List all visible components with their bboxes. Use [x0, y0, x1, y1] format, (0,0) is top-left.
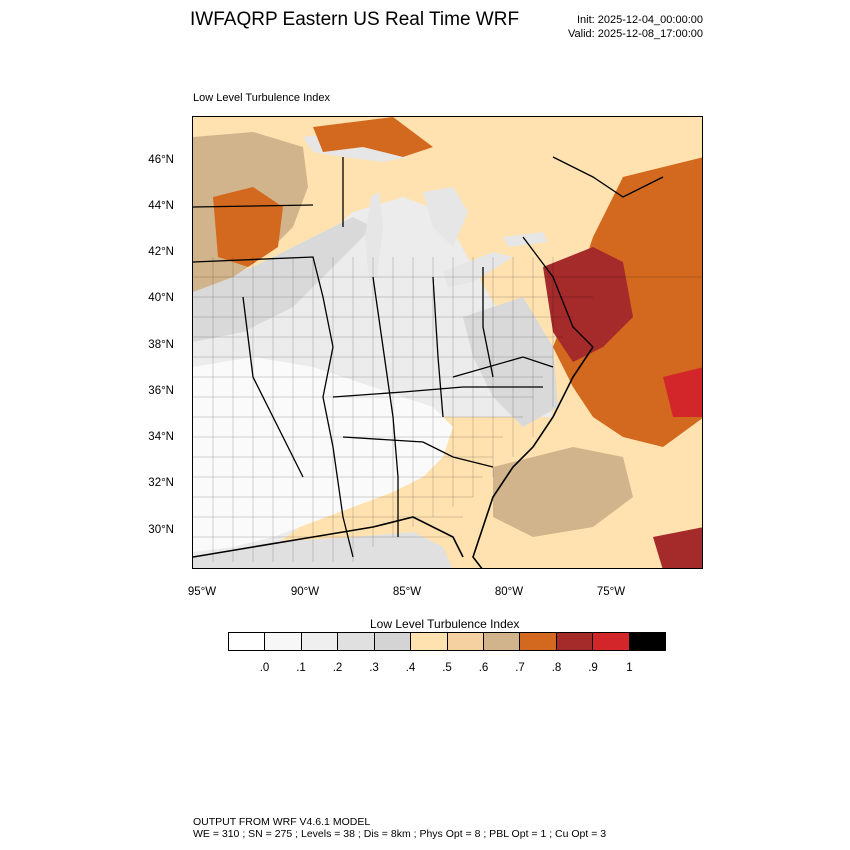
footer-line-2: WE = 310 ; SN = 275 ; Levels = 38 ; Dis …	[193, 828, 607, 840]
colorbar-box	[629, 633, 666, 650]
colorbar-tick-label: .8	[551, 662, 562, 674]
lat-label: 40°N	[148, 292, 174, 304]
colorbar-tick-label: 1	[626, 662, 633, 674]
panel-title: Low Level Turbulence Index	[193, 92, 330, 104]
colorbar-box	[556, 633, 594, 650]
county-boundaries	[193, 257, 702, 562]
colorbar-box	[520, 633, 557, 650]
colorbar-tick-label: .7	[515, 662, 525, 674]
colorbar-tick-label: .5	[442, 662, 452, 674]
colorbar-title: Low Level Turbulence Index	[370, 617, 520, 631]
lat-label: 46°N	[148, 154, 174, 166]
colorbar-tick-label: .1	[296, 662, 306, 674]
lake-michigan	[365, 192, 383, 282]
lon-label: 85°W	[392, 586, 422, 598]
lat-label: 36°N	[148, 385, 174, 397]
colorbar-tick-label: .3	[369, 662, 379, 674]
colorbar-box	[265, 633, 302, 650]
colorbar-tick-label: .6	[478, 662, 489, 674]
gulf-field	[193, 532, 453, 568]
lat-label: 44°N	[148, 200, 174, 212]
colorbar-box	[374, 633, 412, 650]
plot-title: IWFAQRP Eastern US Real Time WRF	[190, 9, 520, 30]
lat-label: 38°N	[148, 339, 174, 351]
colorbar-box	[411, 633, 448, 650]
grey-band-east	[463, 297, 558, 427]
colorbar-tick-label: .2	[332, 662, 343, 674]
colorbar-box	[338, 633, 375, 650]
lat-label: 34°N	[148, 431, 174, 443]
colorbar-box	[301, 633, 339, 650]
lon-label: 75°W	[596, 586, 626, 598]
lat-label: 30°N	[148, 524, 174, 536]
colorbar-box	[229, 633, 266, 650]
lon-label: 90°W	[290, 586, 320, 598]
tan-region-offshore	[493, 447, 633, 537]
run-times: Init: 2025-12-04_00:00:00 Valid: 2025-12…	[560, 13, 703, 41]
map-panel	[192, 116, 703, 569]
lat-label: 32°N	[148, 477, 174, 489]
orange-region-superior	[313, 117, 433, 157]
model-footer: OUTPUT FROM WRF V4.6.1 MODEL WE = 310 ; …	[193, 816, 606, 840]
lat-label: 42°N	[148, 246, 174, 258]
colorbar-tick-label: .9	[588, 662, 598, 674]
init-time: Init: 2025-12-04_00:00:00	[577, 14, 703, 26]
lon-label: 80°W	[494, 586, 524, 598]
darkred-region-midatlantic	[543, 247, 633, 362]
lon-label: 95°W	[187, 586, 217, 598]
colorbar-tick-label: .4	[405, 662, 416, 674]
colorbar-box	[483, 633, 521, 650]
south-white-field	[193, 357, 453, 552]
lake-erie	[443, 252, 513, 287]
footer-line-1: OUTPUT FROM WRF V4.6.1 MODEL	[193, 816, 371, 828]
red-region-offshore	[663, 367, 702, 417]
valid-time: Valid: 2025-12-08_17:00:00	[568, 28, 703, 40]
colorbar	[228, 632, 666, 651]
darkred-region-southeast	[653, 527, 702, 568]
lake-huron	[423, 187, 468, 247]
colorbar-box	[593, 633, 630, 650]
colorbar-tick-label: .0	[259, 662, 270, 674]
colorbar-box	[447, 633, 484, 650]
turbulence-map	[193, 117, 702, 568]
grey-band-west	[193, 217, 373, 342]
